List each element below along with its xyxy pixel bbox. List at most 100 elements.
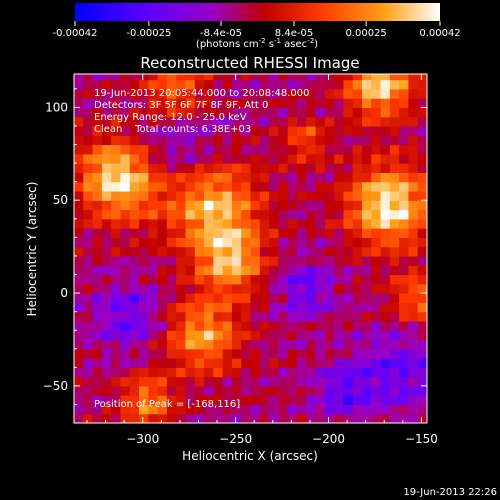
heatmap-cell [269,311,279,322]
heatmap-cell [287,209,298,220]
heatmap-cell [213,107,224,118]
heatmap-cell [371,135,382,146]
heatmap-cell [334,200,344,211]
heatmap-cell [352,293,363,303]
heatmap-cell [83,302,94,313]
heatmap-cell [194,116,205,127]
heatmap-cell [287,274,298,285]
heatmap-cell [343,153,354,164]
heatmap-cell [231,330,242,341]
heatmap-cell [74,144,84,155]
heatmap-cell [92,283,103,294]
heatmap-cell [371,200,382,211]
heatmap-cell [417,228,427,238]
footer-timestamp: 19-Jun-2013 22:26 [403,487,497,498]
heatmap-cell [371,74,382,81]
heatmap-cell [129,144,140,155]
heatmap-cell [157,376,168,387]
heatmap-cell [399,190,410,201]
heatmap-cell [74,302,84,313]
heatmap-cell [408,181,419,192]
heatmap-cell [380,246,391,257]
heatmap-cell [259,404,270,415]
heatmap-cell [389,98,400,109]
heatmap-cell [101,144,112,155]
heatmap-cell [111,265,122,276]
heatmap-cell [204,209,214,220]
heatmap-cell [306,404,317,415]
heatmap-cell [213,404,224,415]
heatmap-cell [389,172,400,183]
heatmap-cell [287,413,298,423]
heatmap-cell [241,74,252,81]
heatmap-cell [231,125,242,136]
heatmap-cell [241,218,252,229]
heatmap-cell [194,153,205,164]
heatmap-cell [176,293,187,303]
colorbar-tick-label: -8.4e-05 [200,28,242,39]
heatmap-cell [334,98,344,109]
heatmap-cell [166,358,177,368]
heatmap-cell [204,144,214,155]
heatmap-cell [176,367,187,378]
heatmap-cell [315,98,326,109]
heatmap-cell [241,144,252,155]
heatmap-cell [417,348,427,359]
heatmap-cell [250,404,261,415]
heatmap-cell [148,385,159,396]
heatmap-cell [259,79,270,90]
heatmap-cell [194,163,205,173]
heatmap-cell [399,330,410,341]
heatmap-cell [315,153,326,164]
heatmap-cell [306,311,317,322]
heatmap-cell [287,144,298,155]
heatmap-cell [148,107,159,118]
heatmap-cell [241,190,252,201]
heatmap-cell [417,200,427,211]
heatmap-cell [408,265,419,276]
heatmap-cell [408,237,419,248]
heatmap-cell [129,107,140,118]
heatmap-cell [324,172,335,183]
heatmap-cell [176,404,187,415]
heatmap-cell [148,302,159,313]
heatmap-cell [250,181,261,192]
heatmap-cell [83,144,94,155]
heatmap-cell [139,358,149,368]
heatmap-cell [129,302,140,313]
heatmap-cell [343,98,354,109]
heatmap-cell [259,311,270,322]
heatmap-cell [306,218,317,229]
heatmap-cell [361,246,372,257]
heatmap-cell [361,348,372,359]
heatmap-cell [176,320,187,331]
heatmap-cell [380,348,391,359]
heatmap-cell [185,218,196,229]
heatmap-cell [306,172,317,183]
heatmap-cell [194,98,205,109]
heatmap-cell [315,190,326,201]
heatmap-cell [334,265,344,276]
heatmap-cell [185,395,196,406]
heatmap-cell [222,274,233,285]
heatmap-cell [324,358,335,368]
heatmap-cell [287,181,298,192]
heatmap-cell [352,283,363,294]
heatmap-cell [213,153,224,164]
heatmap-cell [204,395,214,406]
heatmap-cell [352,125,363,136]
heatmap-cell [231,265,242,276]
heatmap-cell [204,125,214,136]
heatmap-cell [334,376,344,387]
heatmap-cell [176,330,187,341]
heatmap-cell [399,320,410,331]
heatmap-cell [204,98,214,109]
heatmap-cell [380,395,391,406]
heatmap-cell [352,395,363,406]
heatmap-cell [417,358,427,368]
heatmap-cell [222,376,233,387]
heatmap-cell [399,283,410,294]
heatmap-cell [83,163,94,173]
heatmap-cell [296,255,307,266]
chart-title: Reconstructed RHESSI Image [140,54,359,72]
